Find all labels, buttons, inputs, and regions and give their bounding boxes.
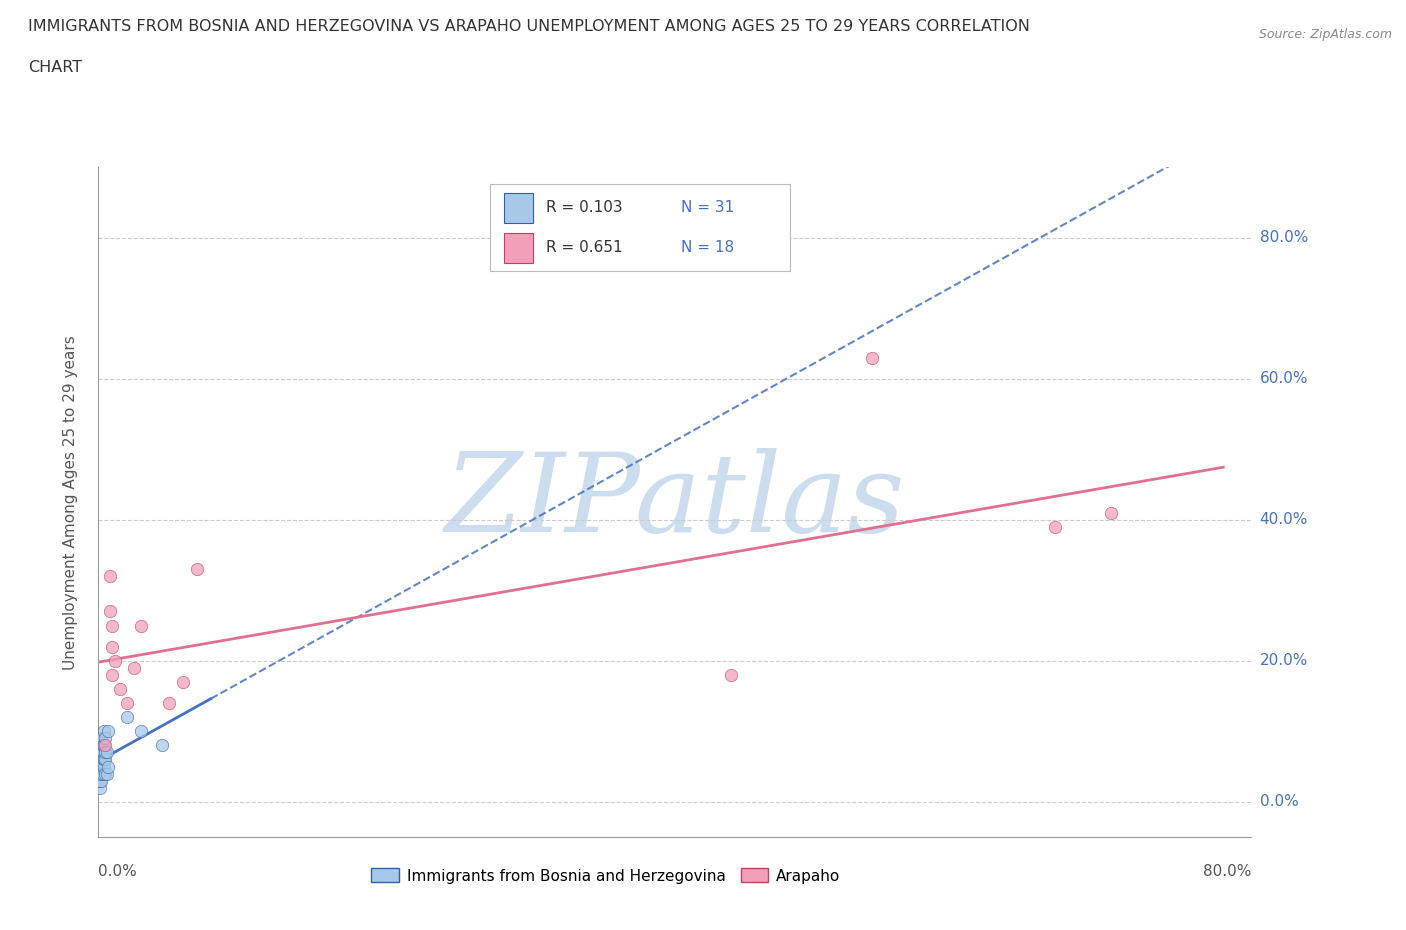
Point <box>89 737 111 752</box>
Point <box>157 696 180 711</box>
Bar <box>505 232 533 263</box>
Point <box>96 766 118 781</box>
Point <box>91 766 114 781</box>
Bar <box>505 193 533 222</box>
Text: 60.0%: 60.0% <box>1260 371 1308 386</box>
Text: 0.0%: 0.0% <box>98 864 138 879</box>
Text: CHART: CHART <box>28 60 82 75</box>
Point <box>89 766 111 781</box>
Point <box>97 724 120 738</box>
Point <box>129 724 152 738</box>
Text: Source: ZipAtlas.com: Source: ZipAtlas.com <box>1258 28 1392 41</box>
Point <box>150 737 173 752</box>
FancyBboxPatch shape <box>491 184 790 272</box>
Point <box>108 682 131 697</box>
Point <box>94 737 117 752</box>
Point <box>93 759 115 774</box>
Point <box>122 660 145 675</box>
Point <box>1099 505 1122 520</box>
Point <box>90 766 112 781</box>
Text: N = 31: N = 31 <box>681 200 734 215</box>
Point <box>91 737 114 752</box>
Point <box>104 654 127 669</box>
Point <box>101 618 124 633</box>
Point <box>89 780 111 795</box>
Text: IMMIGRANTS FROM BOSNIA AND HERZEGOVINA VS ARAPAHO UNEMPLOYMENT AMONG AGES 25 TO : IMMIGRANTS FROM BOSNIA AND HERZEGOVINA V… <box>28 19 1031 33</box>
Point <box>94 745 117 760</box>
Text: 20.0%: 20.0% <box>1260 653 1308 669</box>
Text: N = 18: N = 18 <box>681 240 734 255</box>
Point <box>90 759 112 774</box>
Point <box>93 752 115 767</box>
Point <box>97 759 120 774</box>
Point <box>98 604 121 618</box>
Point <box>94 752 117 767</box>
Point <box>93 724 115 738</box>
Point <box>186 562 208 577</box>
Text: ZIPatlas: ZIPatlas <box>444 448 905 556</box>
Point <box>860 351 883 365</box>
Point <box>90 745 112 760</box>
Text: 80.0%: 80.0% <box>1260 231 1308 246</box>
Text: R = 0.651: R = 0.651 <box>546 240 623 255</box>
Text: 0.0%: 0.0% <box>1260 794 1298 809</box>
Point <box>91 752 114 767</box>
Point <box>89 752 111 767</box>
Point <box>101 668 124 683</box>
Point <box>98 569 121 584</box>
Point <box>129 618 152 633</box>
Point <box>720 668 742 683</box>
Text: R = 0.103: R = 0.103 <box>546 200 623 215</box>
Point <box>89 773 111 788</box>
Point <box>96 745 118 760</box>
Point <box>94 766 117 781</box>
Point <box>172 674 194 689</box>
Legend: Immigrants from Bosnia and Herzegovina, Arapaho: Immigrants from Bosnia and Herzegovina, … <box>366 862 846 890</box>
Y-axis label: Unemployment Among Ages 25 to 29 years: Unemployment Among Ages 25 to 29 years <box>63 335 77 670</box>
Point <box>89 745 111 760</box>
Point <box>1043 520 1066 535</box>
Point <box>90 773 112 788</box>
Point <box>115 696 138 711</box>
Point <box>115 710 138 724</box>
Point <box>94 731 117 746</box>
Text: 80.0%: 80.0% <box>1204 864 1251 879</box>
Point <box>91 745 114 760</box>
Text: 40.0%: 40.0% <box>1260 512 1308 527</box>
Point <box>89 759 111 774</box>
Point <box>90 731 112 746</box>
Point <box>101 639 124 654</box>
Point <box>93 737 115 752</box>
